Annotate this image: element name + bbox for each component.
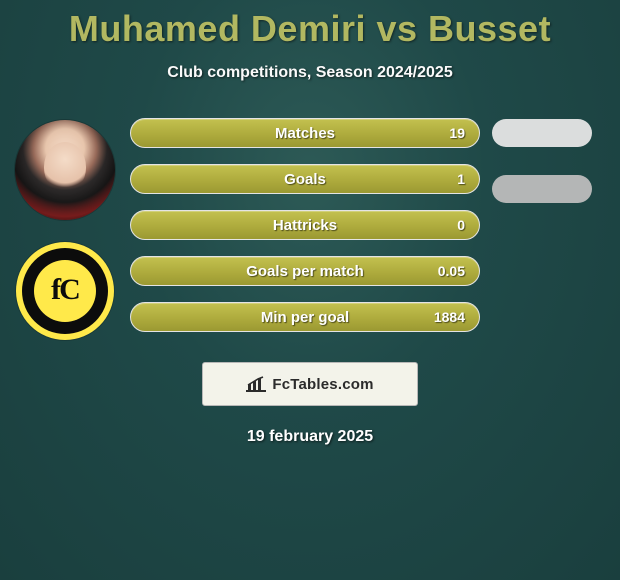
footer-date: 19 february 2025 xyxy=(0,428,620,446)
stat-label: Goals per match xyxy=(246,263,364,280)
club-monogram: fC xyxy=(51,273,79,307)
stat-bar-min-per-goal: Min per goal 1884 xyxy=(130,302,480,332)
stat-bar-goals-per-match: Goals per match 0.05 xyxy=(130,256,480,286)
chart-icon xyxy=(246,376,266,392)
stat-value: 0 xyxy=(457,217,465,233)
stat-value: 1884 xyxy=(434,309,465,325)
stat-value: 19 xyxy=(449,125,465,141)
stat-bar-hattricks: Hattricks 0 xyxy=(130,210,480,240)
stat-bars: Matches 19 Goals 1 Hattricks 0 Goals per… xyxy=(130,118,480,340)
stat-bar-matches: Matches 19 xyxy=(130,118,480,148)
club-badge: fC xyxy=(16,242,114,340)
subtitle: Club competitions, Season 2024/2025 xyxy=(0,64,620,82)
page-title: Muhamed Demiri vs Busset xyxy=(0,0,620,50)
comparison-area: fC Matches 19 Goals 1 Hattricks 0 Goals … xyxy=(0,118,620,340)
right-pill-matches xyxy=(492,119,592,147)
stat-label: Min per goal xyxy=(261,309,349,326)
stat-value: 1 xyxy=(457,171,465,187)
stat-bar-goals: Goals 1 xyxy=(130,164,480,194)
stat-value: 0.05 xyxy=(438,263,465,279)
stat-label: Hattricks xyxy=(273,217,337,234)
attribution-badge[interactable]: FcTables.com xyxy=(202,362,418,406)
right-column xyxy=(480,118,620,340)
stat-label: Matches xyxy=(275,125,335,142)
stat-label: Goals xyxy=(284,171,326,188)
left-column: fC xyxy=(0,118,130,340)
right-pill-goals xyxy=(492,175,592,203)
player-avatar xyxy=(15,120,115,220)
attribution-text: FcTables.com xyxy=(272,376,373,393)
